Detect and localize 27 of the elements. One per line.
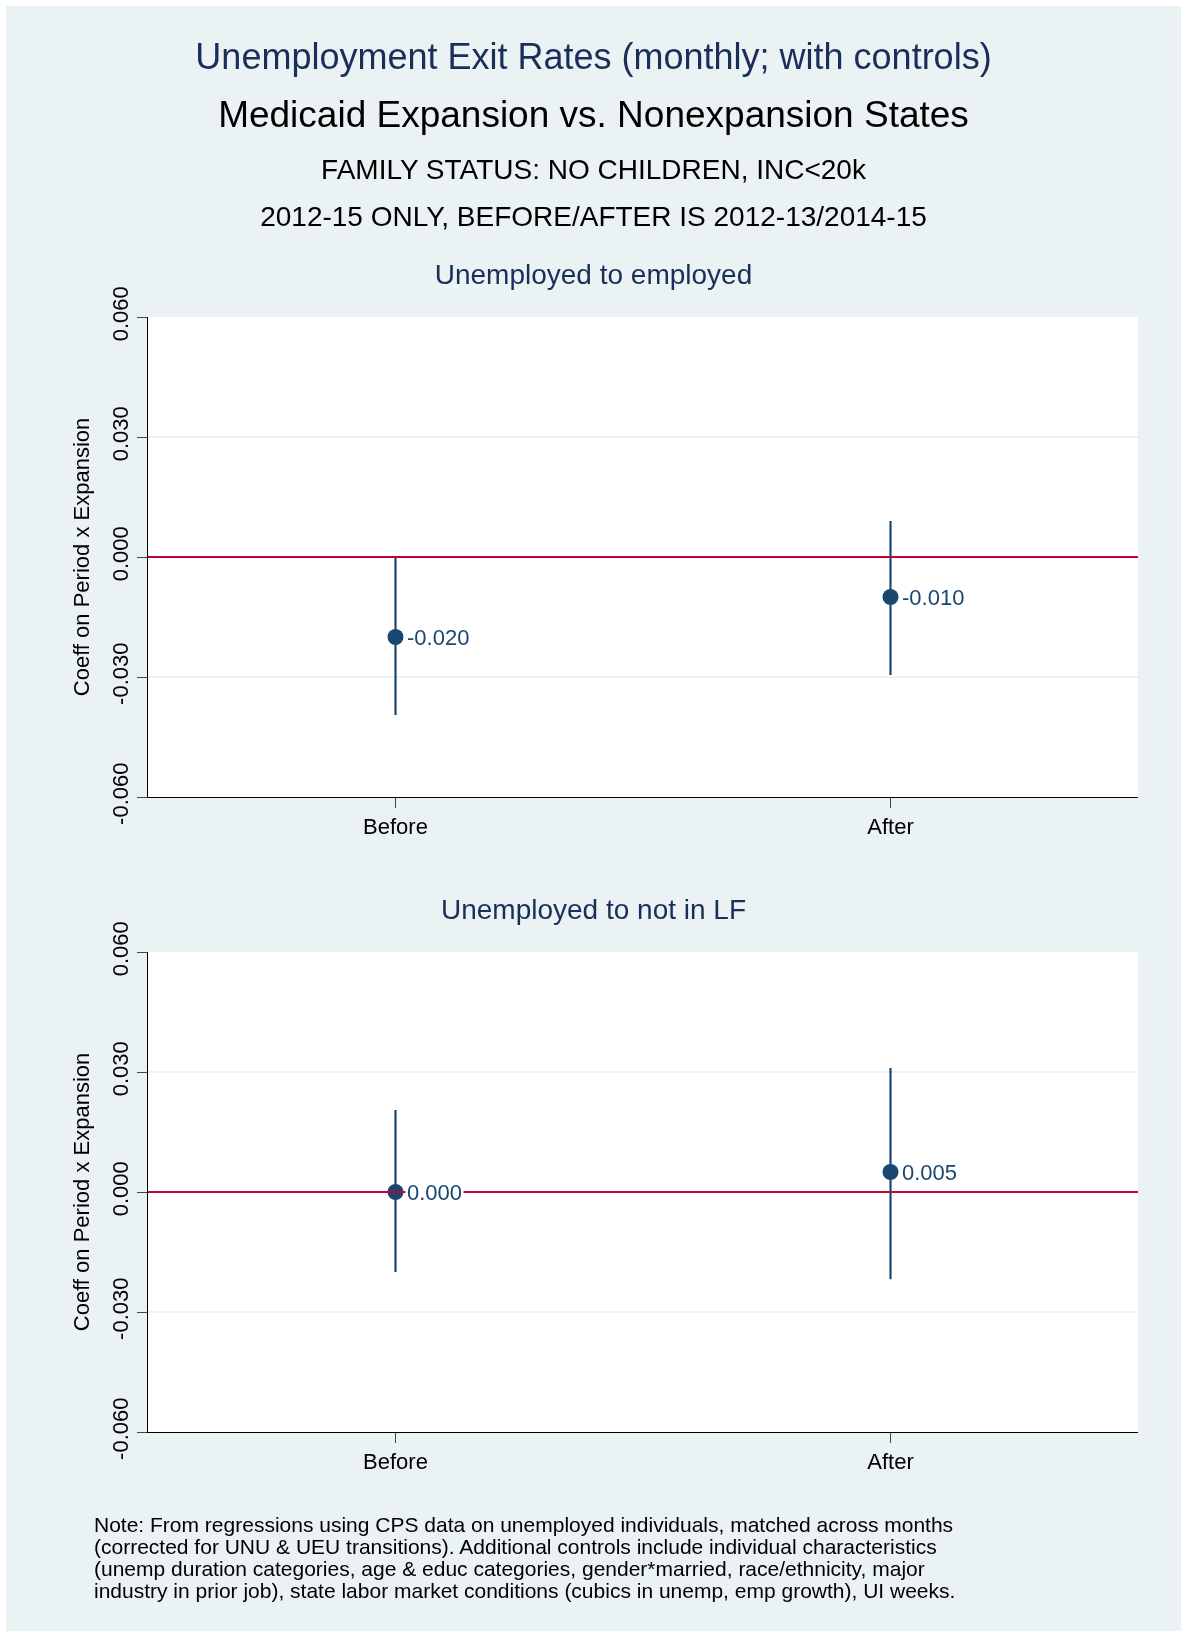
x-tick-label: After: [867, 814, 914, 840]
y-tick-label: -0.030: [108, 1277, 134, 1340]
data-label: 0.000: [407, 1180, 463, 1205]
text: Medicaid Expansion vs. Nonexpansion States: [217, 94, 970, 136]
chart-title: Unemployed to not in LF: [440, 893, 747, 925]
y-tick-label: -0.060: [108, 1397, 134, 1460]
y-axis-title: Coeff on Period x Expansion: [69, 1052, 94, 1332]
y-tick-label: 0.000: [108, 526, 134, 582]
y-tick-label: -0.060: [108, 762, 134, 825]
data-label: -0.020: [407, 625, 470, 650]
y-axis-title: Coeff on Period x Expansion: [69, 417, 94, 697]
x-tick-label: Before: [363, 814, 428, 840]
x-tick-label: Before: [363, 1449, 428, 1475]
x-tick-label: After: [867, 1449, 914, 1475]
text: Unemployment Exit Rates (monthly; with controls): [194, 36, 993, 78]
text: Note: From regressions using CPS data on unemployed individuals, matched across months (corrected for UNU & UEU transitions). Additional controls include individual characteristics (unemp duration categories, age & educ categories, gender*married, race/ethnicity, major industry in prior job), state labor market conditions (cubics in unemp, emp growth), UI weeks.: [94, 1513, 956, 1602]
text: 2012-15 ONLY, BEFORE/AFTER IS 2012-13/2014-15: [259, 201, 928, 233]
text: FAMILY STATUS: NO CHILDREN, INC<20k: [320, 154, 867, 186]
y-tick-label: 0.060: [108, 921, 134, 977]
y-tick-label: 0.000: [108, 1161, 134, 1217]
y-tick-label: 0.030: [108, 1041, 134, 1097]
y-tick-label: 0.060: [108, 286, 134, 342]
chart-title: Unemployed to employed: [434, 258, 753, 290]
data-label: -0.010: [902, 585, 965, 610]
y-tick-label: -0.030: [108, 642, 134, 705]
y-tick-label: 0.030: [108, 406, 134, 462]
data-label: 0.005: [902, 1160, 958, 1185]
